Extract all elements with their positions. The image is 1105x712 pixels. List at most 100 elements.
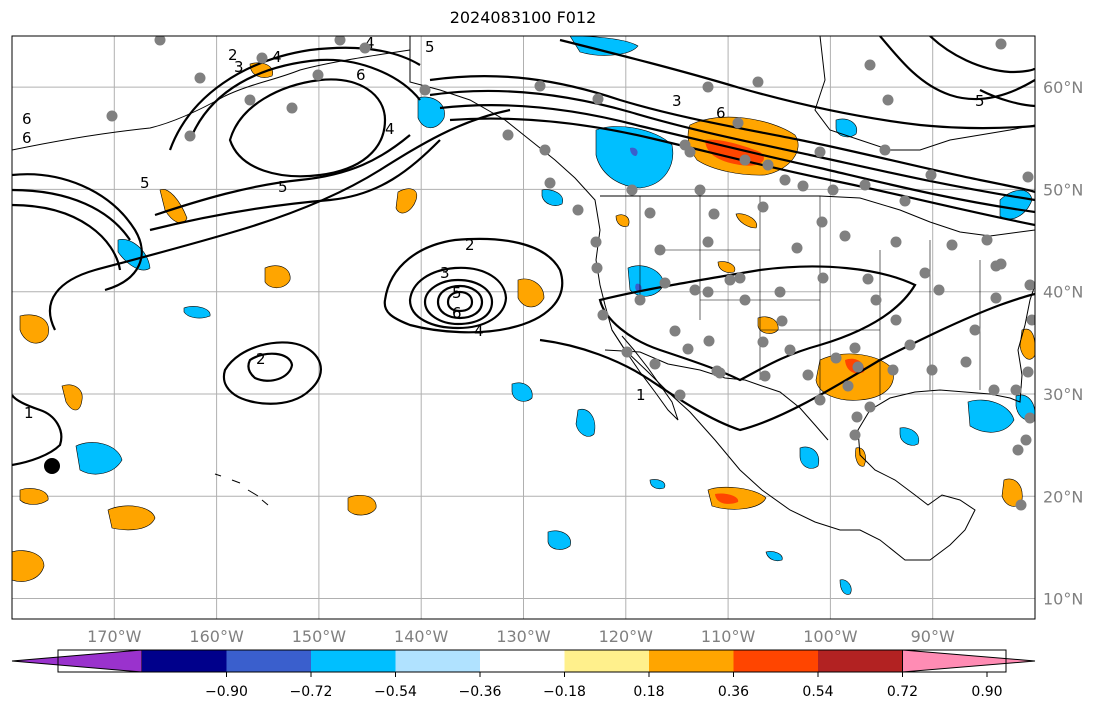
station-dot bbox=[1020, 434, 1032, 446]
station-dot bbox=[674, 389, 686, 401]
contour-label: 4 bbox=[385, 120, 395, 138]
shade-region bbox=[107, 505, 156, 531]
contour-line bbox=[539, 292, 1035, 432]
lat-tick-label: 20°N bbox=[1043, 487, 1083, 506]
station-dot bbox=[1024, 279, 1035, 291]
storm-marker bbox=[44, 458, 60, 474]
map-area: 2 3 5 6 4 2 6 6 5 2 3 4 6 4 5 5 4 6 3 5 … bbox=[12, 34, 1035, 619]
colorbar-tick-label: −0.54 bbox=[374, 684, 417, 700]
contour-label: 4 bbox=[365, 34, 375, 52]
contour-label: 1 bbox=[24, 404, 34, 422]
lon-tick-label: 170°W bbox=[87, 627, 142, 646]
station-dot bbox=[244, 94, 256, 106]
contours bbox=[12, 36, 1035, 467]
station-dot bbox=[694, 184, 706, 196]
colorbar-tick-label: 0.90 bbox=[971, 684, 1002, 700]
shade-region bbox=[347, 495, 377, 516]
station-dot bbox=[859, 179, 871, 191]
lon-tick-label: 160°W bbox=[189, 627, 244, 646]
contour-label: 5 bbox=[452, 284, 462, 302]
station-dot bbox=[689, 284, 701, 296]
colorbar-tick-label: 0.18 bbox=[633, 684, 664, 700]
station-dot bbox=[634, 294, 646, 306]
station-dot bbox=[1015, 499, 1027, 511]
station-dot bbox=[926, 364, 938, 376]
shaded-positive bbox=[12, 62, 1035, 582]
station-dot bbox=[703, 335, 715, 347]
colorbar-tick-label: 0.36 bbox=[718, 684, 749, 700]
shade-region bbox=[517, 278, 545, 308]
colorbar-segment bbox=[142, 650, 227, 672]
contour-label: 6 bbox=[452, 304, 462, 322]
colorbar-segment bbox=[818, 650, 903, 672]
station-dot bbox=[995, 258, 1007, 270]
station-dot bbox=[988, 384, 1000, 396]
shade-region bbox=[707, 486, 767, 510]
shade-region bbox=[595, 126, 674, 189]
station-dot bbox=[590, 236, 602, 248]
contour-label: 5 bbox=[278, 178, 288, 196]
station-dot bbox=[714, 367, 726, 379]
contour-line bbox=[423, 278, 494, 326]
colorbar-labels: −0.90 −0.72 −0.54 −0.36 −0.18 0.18 0.36 0.54 0.7… bbox=[205, 672, 1003, 700]
station-dot bbox=[890, 236, 902, 248]
colorbar-segment bbox=[226, 650, 311, 672]
station-dot bbox=[816, 216, 828, 228]
contour-label: 5 bbox=[425, 38, 435, 56]
station-dot bbox=[1024, 412, 1035, 424]
station-dot bbox=[774, 286, 786, 298]
station-dot bbox=[899, 195, 911, 207]
station-dot bbox=[817, 272, 829, 284]
station-dot bbox=[887, 364, 899, 376]
shade-region bbox=[765, 551, 783, 562]
contour-label: 6 bbox=[22, 129, 32, 147]
contour-line bbox=[979, 89, 1035, 108]
station-dot bbox=[882, 94, 894, 106]
station-dot bbox=[194, 72, 206, 84]
station-dot bbox=[1026, 314, 1035, 326]
lon-tick-label: 90°W bbox=[911, 627, 955, 646]
station-dot bbox=[626, 184, 638, 196]
contour-label: 2 bbox=[465, 236, 475, 254]
shade-region bbox=[839, 579, 852, 595]
contour-line bbox=[446, 290, 474, 313]
station-dot bbox=[933, 284, 945, 296]
station-dot bbox=[762, 159, 774, 171]
station-dot bbox=[739, 154, 751, 166]
colorbar-segment bbox=[311, 650, 396, 672]
station-dot bbox=[752, 76, 764, 88]
station-dot bbox=[286, 102, 298, 114]
station-dot bbox=[539, 144, 551, 156]
contour-line bbox=[383, 237, 564, 334]
shade-region bbox=[630, 147, 638, 156]
shade-region bbox=[541, 189, 563, 206]
contour-line bbox=[12, 173, 143, 292]
station-dot bbox=[1012, 444, 1024, 456]
station-dot bbox=[734, 272, 746, 284]
contour-label: 5 bbox=[975, 92, 985, 110]
station-markers bbox=[106, 36, 1035, 511]
station-dot bbox=[644, 207, 656, 219]
contour-label: 3 bbox=[440, 264, 450, 282]
contour-line bbox=[222, 341, 322, 405]
contour-line bbox=[929, 36, 1035, 74]
lon-tick-label: 140°W bbox=[394, 627, 449, 646]
longitude-labels: 170°W 160°W 150°W 140°W 130°W 120°W 110°W 100°W… bbox=[87, 627, 955, 646]
station-dot bbox=[849, 342, 861, 354]
station-dot bbox=[572, 204, 584, 216]
shade-region bbox=[417, 96, 445, 129]
plot-title: 2024083100 F012 bbox=[449, 8, 597, 27]
lon-tick-label: 110°W bbox=[701, 627, 756, 646]
station-dot bbox=[791, 242, 803, 254]
station-dot bbox=[597, 309, 609, 321]
colorbar: −0.90 −0.72 −0.54 −0.36 −0.18 0.18 0.36 0.54 0.7… bbox=[11, 649, 1036, 700]
coastline-alaska bbox=[12, 49, 411, 151]
station-dot bbox=[904, 339, 916, 351]
colorbar-tick-label: 0.72 bbox=[887, 684, 918, 700]
contour-label: 2 bbox=[256, 350, 266, 368]
lon-tick-label: 120°W bbox=[599, 627, 654, 646]
colorbar-extension-high bbox=[902, 649, 1036, 673]
colorbar-tick-label: −0.36 bbox=[459, 684, 502, 700]
contour-label: 2 bbox=[228, 46, 238, 64]
station-dot bbox=[724, 274, 736, 286]
